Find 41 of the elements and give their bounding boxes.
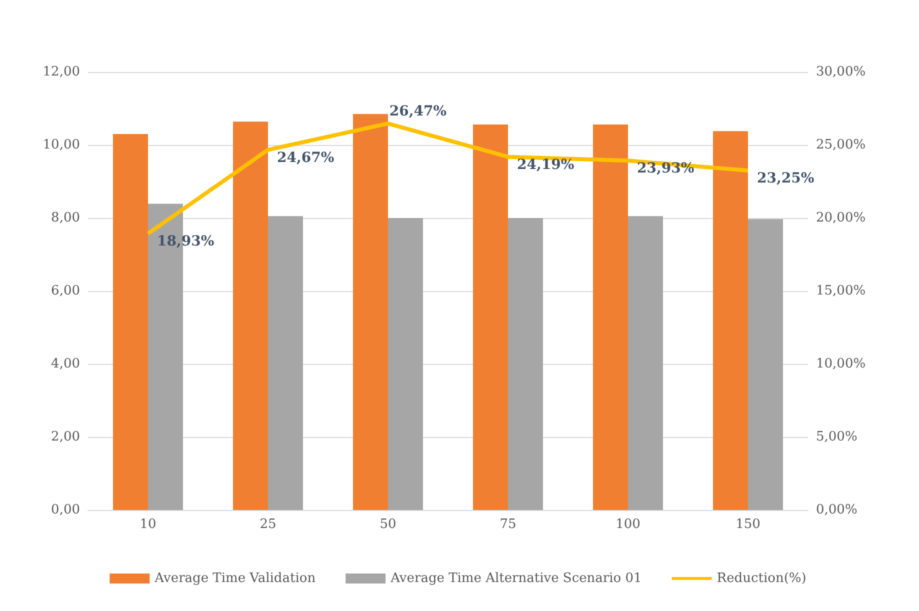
bar (508, 218, 543, 510)
bar (268, 216, 303, 510)
x-tick-label: 25 (260, 517, 276, 532)
x-tick-label: 150 (736, 517, 760, 532)
y-tick-label: 6,00 (51, 284, 80, 298)
bar (388, 218, 423, 510)
x-tick-label: 50 (380, 517, 396, 532)
data-label: 23,93% (637, 160, 694, 177)
bar (473, 124, 508, 510)
y2-tick-label: 25,00% (816, 138, 866, 152)
data-label: 26,47% (389, 104, 447, 120)
x-tick-label: 100 (616, 517, 640, 532)
line-series (146, 122, 750, 236)
bar (748, 219, 783, 510)
y2-tick-label: 20,00% (816, 210, 866, 226)
x-tick-label: 10 (140, 517, 156, 532)
y2-tick-label: 5,00% (816, 430, 858, 444)
y-tick-label: 10,00 (42, 138, 80, 152)
y-tick-label: 0,00 (51, 502, 80, 518)
y-tick-label: 12,00 (42, 64, 80, 80)
legend-label: Reduction(%) (716, 571, 806, 586)
data-label: 24,19% (517, 156, 574, 173)
data-label: 18,93% (157, 234, 214, 250)
bar (113, 134, 148, 510)
y-tick-label: 8,00 (51, 210, 80, 226)
bar (593, 124, 628, 510)
bar (353, 114, 388, 510)
bar (233, 122, 268, 510)
x-tick-label: 75 (500, 517, 516, 532)
y2-tick-label: 15,00% (816, 284, 866, 298)
y2-tick-label: 0,00% (816, 502, 858, 518)
data-label: 24,67% (277, 150, 334, 166)
y2-tick-label: 30,00% (816, 64, 866, 80)
y-tick-label: 4,00 (51, 356, 80, 372)
legend-label: Average Time Alternative Scenario 01 (390, 571, 642, 586)
y2-tick-label: 10,00% (816, 356, 866, 372)
bar (628, 216, 663, 510)
y-tick-label: 2,00 (51, 430, 80, 444)
legend-label: Average Time Validation (154, 571, 316, 586)
bar (713, 131, 748, 510)
data-label: 23,25% (757, 170, 814, 187)
